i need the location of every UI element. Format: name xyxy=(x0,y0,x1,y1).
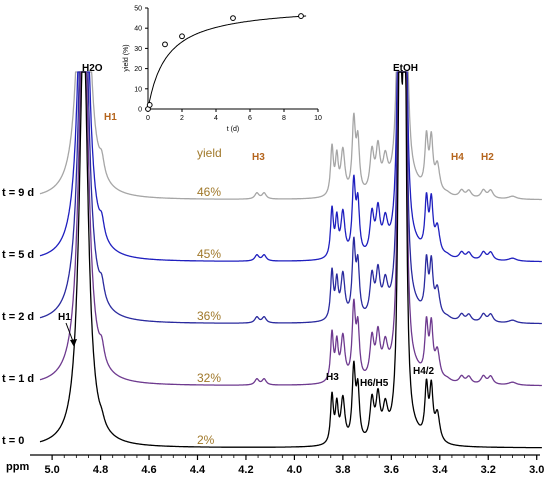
inset-y-tick-label: 30 xyxy=(134,46,142,53)
time-label: t = 2 d xyxy=(2,311,34,323)
inset-x-label: t (d) xyxy=(227,126,239,133)
h1-arrow-head xyxy=(70,339,77,347)
ppm-tick-label: 4.4 xyxy=(190,464,206,476)
peak-label-etoh: EtOH xyxy=(393,63,418,74)
inset-x-tick-label: 6 xyxy=(248,115,252,122)
spectrum-line xyxy=(40,72,542,262)
yield-value: 36% xyxy=(197,309,221,323)
ppm-tick-label: 4.8 xyxy=(93,464,108,476)
inset-data-point xyxy=(163,42,168,47)
ppm-tick-label: 4.2 xyxy=(238,464,253,476)
ppm-tick-label: 3.4 xyxy=(432,464,448,476)
spectra-group xyxy=(40,72,542,448)
ppm-tick-label: 3.6 xyxy=(384,464,399,476)
ppm-tick-label: 5.0 xyxy=(44,464,59,476)
inset-y-tick-label: 0 xyxy=(138,107,142,114)
inset-x-tick-label: 10 xyxy=(314,115,322,122)
spectrum-line xyxy=(40,72,542,448)
time-labels: t = 9 d 46% t = 5 d 45% t = 2 d 36% t = 1 d 32%… xyxy=(2,185,221,447)
ppm-axis: ppm 5.0 4.8 4.6 4.4 4.2 4.0 3.8 3.6 3.4 3.2 3.0 xyxy=(6,455,544,476)
inset-data-point xyxy=(147,103,152,108)
inset-y-tick-label: 20 xyxy=(134,66,142,73)
yield-value: 2% xyxy=(197,433,215,447)
peak-label-h1-top: H1 xyxy=(104,112,117,123)
inset-data-point xyxy=(180,34,185,39)
ppm-tick-label: 3.8 xyxy=(335,464,350,476)
time-label: t = 1 d xyxy=(2,373,34,385)
peak-label-h3-top: H3 xyxy=(252,152,265,163)
peak-label-h1-bottom: H1 xyxy=(58,312,71,323)
yield-value: 32% xyxy=(197,371,221,385)
inset-fit-curve xyxy=(148,16,306,109)
inset-x-tick-label: 8 xyxy=(282,115,286,122)
inset-chart: yield (%) t (d) 0 2 4 6 8 10 0 10 20 30 40 50 xyxy=(123,6,322,134)
time-label: t = 9 d xyxy=(2,187,34,199)
ppm-tick-label: 4.6 xyxy=(141,464,156,476)
peak-label-h42-bottom: H4/2 xyxy=(413,366,435,377)
peak-label-h2o: H2O xyxy=(82,63,103,74)
inset-y-tick-label: 10 xyxy=(134,86,142,93)
inset-y-tick-label: 50 xyxy=(134,6,142,13)
inset-x-tick-label: 2 xyxy=(180,115,184,122)
spectrum-line xyxy=(40,72,542,324)
peak-label-h3-bottom: H3 xyxy=(326,372,339,383)
inset-y-tick-label: 40 xyxy=(134,26,142,33)
yield-value: 45% xyxy=(197,247,221,261)
yield-header: yield xyxy=(197,146,222,160)
inset-data-point xyxy=(299,14,304,19)
peak-label-h6h5-bottom: H6/H5 xyxy=(360,378,389,389)
spectrum-line xyxy=(40,72,542,200)
inset-x-tick-label: 0 xyxy=(146,115,150,122)
ppm-tick-label: 3.2 xyxy=(481,464,496,476)
peak-label-h2-top: H2 xyxy=(481,152,494,163)
ppm-tick-label: 3.0 xyxy=(529,464,544,476)
time-label: t = 0 xyxy=(2,435,24,447)
peak-label-h4-top: H4 xyxy=(451,152,464,163)
inset-y-label: yield (%) xyxy=(123,44,130,71)
inset-x-tick-label: 4 xyxy=(214,115,218,122)
ppm-axis-label: ppm xyxy=(6,461,29,473)
ppm-tick-label: 4.0 xyxy=(287,464,302,476)
inset-data-point xyxy=(231,16,236,21)
time-label: t = 5 d xyxy=(2,249,34,261)
yield-value: 46% xyxy=(197,185,221,199)
